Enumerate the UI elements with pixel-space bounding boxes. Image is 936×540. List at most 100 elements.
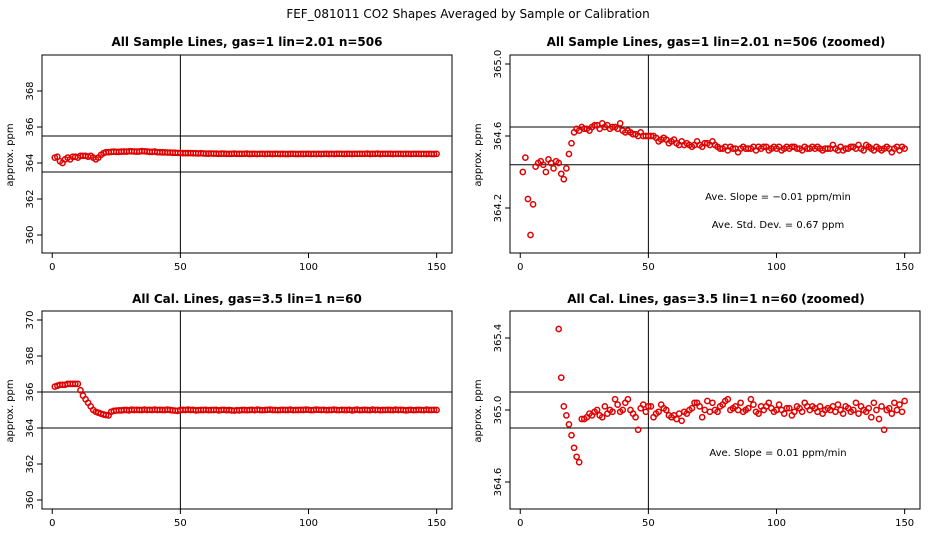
y-tick-label: 366 (25, 382, 36, 401)
data-series (555, 325, 908, 466)
data-point (885, 404, 893, 412)
annotation-text: Ave. Slope = 0.01 ppm/min (709, 448, 846, 459)
data-point (785, 404, 793, 412)
data-point (744, 404, 752, 412)
data-point (555, 159, 563, 167)
y-tick-label: 364.6 (493, 122, 504, 151)
x-tick-label: 0 (517, 518, 523, 529)
data-point (873, 406, 880, 414)
y-tick-label: 365.0 (493, 50, 504, 79)
data-point (619, 406, 627, 414)
data-point (575, 458, 583, 466)
data-point (632, 413, 639, 421)
data-point (609, 408, 616, 416)
data-point (557, 170, 565, 178)
y-tick-label: 360 (25, 490, 36, 509)
data-point (816, 403, 824, 410)
data-point (898, 408, 906, 416)
data-point (780, 410, 788, 417)
x-tick-label: 100 (767, 518, 786, 529)
figure-title: FEF_081011 CO2 Shapes Averaged by Sample… (286, 7, 649, 21)
data-point (888, 410, 896, 417)
data-point (77, 386, 84, 394)
data-point (737, 399, 744, 407)
data-point (760, 143, 768, 151)
panel-cal-lines-zoomed: All Cal. Lines, gas=3.5 lin=1 n=60 (zoom… (473, 292, 921, 529)
y-tick-label: 360 (25, 225, 36, 244)
data-point (74, 380, 82, 388)
data-point (878, 403, 885, 410)
data-point (870, 399, 878, 407)
annotation-text: Ave. Slope = −0.01 ppm/min (705, 192, 851, 203)
data-point (850, 406, 857, 414)
data-point (560, 403, 568, 410)
data-point (102, 411, 110, 419)
data-point (433, 406, 440, 414)
data-series (51, 380, 440, 419)
x-tick-label: 100 (299, 262, 318, 273)
x-tick-label: 0 (517, 262, 523, 273)
data-point (775, 401, 783, 408)
data-point (896, 401, 903, 408)
data-point (539, 161, 547, 169)
data-point (555, 325, 563, 333)
data-point (614, 401, 621, 408)
data-point (557, 374, 565, 381)
y-tick-label: 364 (25, 418, 36, 437)
data-point (662, 406, 670, 414)
data-point (430, 150, 438, 158)
data-point (901, 145, 908, 152)
x-tick-label: 150 (895, 518, 914, 529)
data-point (655, 408, 662, 416)
data-point (593, 406, 601, 414)
data-point (519, 168, 527, 176)
x-tick-label: 50 (174, 262, 187, 273)
x-tick-label: 150 (427, 262, 446, 273)
x-tick-label: 100 (299, 518, 318, 529)
y-tick-label: 364 (25, 153, 36, 172)
data-point (860, 147, 867, 154)
x-tick-label: 150 (427, 518, 446, 529)
data-point (691, 399, 698, 407)
plot-frame (509, 54, 921, 254)
data-point (747, 395, 755, 403)
data-point (901, 397, 908, 405)
data-point (729, 145, 737, 152)
panel-title: All Cal. Lines, gas=3.5 lin=1 n=60 (132, 292, 362, 306)
data-point (724, 395, 732, 403)
x-tick-label: 0 (49, 518, 55, 529)
data-point (524, 195, 532, 203)
x-tick-label: 150 (895, 262, 914, 273)
data-point (591, 121, 598, 129)
data-point (714, 408, 721, 416)
annotation-text: Ave. Std. Dev. = 0.67 ppm (712, 220, 844, 231)
y-tick-label: 362 (25, 189, 36, 208)
data-point (750, 401, 757, 408)
panel-cal-lines: All Cal. Lines, gas=3.5 lin=1 n=60 appro… (5, 292, 453, 529)
y-axis-label: approx. ppm (5, 379, 16, 442)
panel-sample-lines: All Sample Lines, gas=1 lin=2.01 n=506 a… (5, 35, 453, 273)
x-tick-label: 0 (49, 262, 55, 273)
data-point (611, 395, 619, 403)
data-point (709, 399, 716, 407)
y-tick-label: 364.6 (493, 468, 504, 497)
x-tick-label: 50 (642, 262, 655, 273)
data-point (839, 410, 847, 417)
data-point (616, 120, 624, 127)
y-tick-label: 368 (25, 81, 36, 100)
data-point (565, 150, 573, 158)
data-point (573, 453, 580, 461)
data-point (568, 139, 575, 147)
plot-frame (41, 54, 453, 254)
data-point (568, 431, 575, 439)
data-point (527, 231, 534, 239)
data-point (678, 417, 686, 425)
data-point (542, 168, 550, 176)
data-point (433, 150, 440, 158)
data-series (51, 147, 440, 167)
plot-frame (41, 310, 453, 510)
data-point (565, 421, 573, 428)
data-point (880, 426, 888, 434)
data-point (601, 403, 609, 410)
data-point (783, 404, 791, 412)
